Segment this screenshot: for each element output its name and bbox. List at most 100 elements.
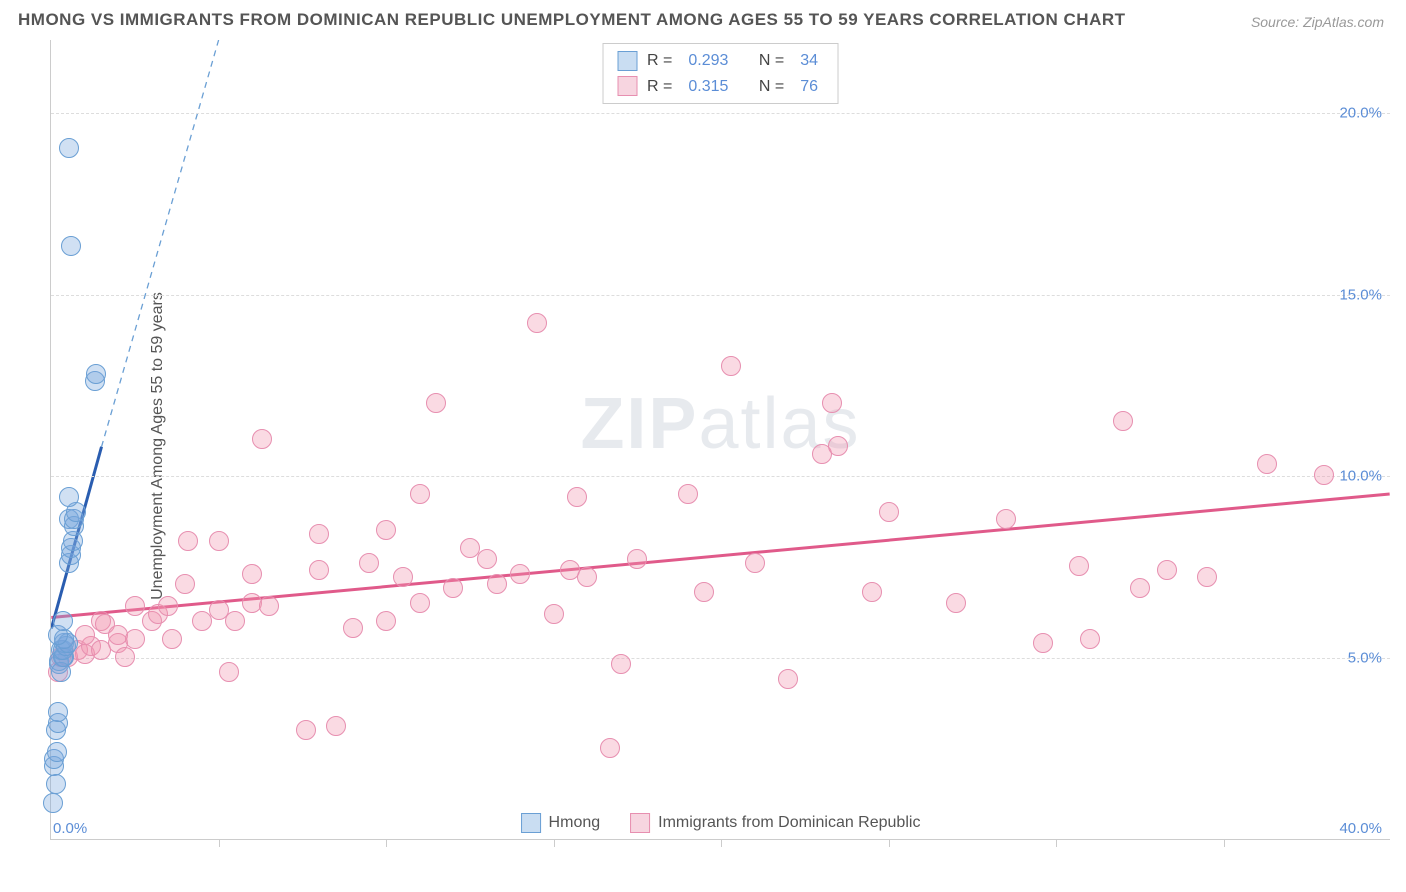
scatter-point-dominican: [252, 429, 272, 449]
r-value-dominican: 0.315: [688, 74, 728, 100]
watermark-bold: ZIP: [580, 384, 698, 464]
scatter-point-hmong: [61, 236, 81, 256]
scatter-point-hmong: [46, 774, 66, 794]
series-legend: Hmong Immigrants from Dominican Republic: [521, 813, 921, 833]
source-attribution: Source: ZipAtlas.com: [1251, 14, 1384, 30]
n-label: N =: [759, 74, 784, 100]
scatter-point-dominican: [426, 393, 446, 413]
r-label: R =: [647, 48, 672, 74]
scatter-point-dominican: [1130, 578, 1150, 598]
scatter-point-dominican: [862, 582, 882, 602]
scatter-point-dominican: [178, 531, 198, 551]
gridline: [51, 658, 1390, 659]
scatter-point-dominican: [225, 611, 245, 631]
scatter-point-dominican: [946, 593, 966, 613]
x-max-label: 40.0%: [1339, 820, 1382, 837]
scatter-point-dominican: [162, 629, 182, 649]
scatter-point-dominican: [822, 393, 842, 413]
scatter-point-dominican: [828, 436, 848, 456]
x-tick: [554, 839, 555, 847]
scatter-point-dominican: [259, 596, 279, 616]
scatter-point-dominican: [410, 484, 430, 504]
r-value-hmong: 0.293: [688, 48, 728, 74]
swatch-dominican-icon: [617, 76, 637, 96]
scatter-point-dominican: [577, 567, 597, 587]
n-value-dominican: 76: [800, 74, 818, 100]
scatter-point-dominican: [996, 509, 1016, 529]
stats-row-dominican: R = 0.315 N = 76: [617, 74, 824, 100]
scatter-point-dominican: [477, 549, 497, 569]
scatter-point-dominican: [443, 578, 463, 598]
legend-label-dominican: Immigrants from Dominican Republic: [658, 814, 920, 832]
scatter-point-dominican: [487, 574, 507, 594]
y-tick-label: 5.0%: [1348, 650, 1382, 667]
scatter-point-dominican: [1069, 556, 1089, 576]
scatter-point-dominican: [393, 567, 413, 587]
stats-legend-box: R = 0.293 N = 34 R = 0.315 N = 76: [602, 43, 839, 104]
scatter-point-dominican: [544, 604, 564, 624]
scatter-point-hmong: [59, 487, 79, 507]
scatter-point-dominican: [678, 484, 698, 504]
scatter-point-dominican: [1314, 465, 1334, 485]
scatter-point-hmong: [47, 742, 67, 762]
legend-swatch-hmong-icon: [521, 813, 541, 833]
scatter-point-dominican: [510, 564, 530, 584]
scatter-point-dominican: [600, 738, 620, 758]
x-tick: [219, 839, 220, 847]
scatter-point-dominican: [1257, 454, 1277, 474]
scatter-point-dominican: [527, 313, 547, 333]
legend-label-hmong: Hmong: [549, 814, 601, 832]
n-value-hmong: 34: [800, 48, 818, 74]
x-tick: [1056, 839, 1057, 847]
scatter-point-dominican: [1113, 411, 1133, 431]
gridline: [51, 295, 1390, 296]
scatter-point-dominican: [343, 618, 363, 638]
scatter-point-dominican: [721, 356, 741, 376]
y-tick-label: 10.0%: [1339, 468, 1382, 485]
n-label: N =: [759, 48, 784, 74]
scatter-plot-area: ZIPatlas R = 0.293 N = 34 R = 0.315 N = …: [50, 40, 1390, 840]
gridline: [51, 113, 1390, 114]
x-tick: [1224, 839, 1225, 847]
chart-title: HMONG VS IMMIGRANTS FROM DOMINICAN REPUB…: [18, 10, 1126, 30]
scatter-point-dominican: [209, 531, 229, 551]
scatter-point-dominican: [125, 629, 145, 649]
scatter-point-hmong: [59, 138, 79, 158]
scatter-point-hmong: [53, 611, 73, 631]
scatter-point-hmong: [86, 364, 106, 384]
legend-item-hmong: Hmong: [521, 813, 601, 833]
scatter-point-dominican: [242, 564, 262, 584]
scatter-point-dominican: [175, 574, 195, 594]
y-tick-label: 15.0%: [1339, 286, 1382, 303]
r-label: R =: [647, 74, 672, 100]
scatter-point-hmong: [48, 702, 68, 722]
legend-item-dominican: Immigrants from Dominican Republic: [630, 813, 920, 833]
scatter-point-dominican: [1197, 567, 1217, 587]
scatter-point-dominican: [879, 502, 899, 522]
scatter-point-dominican: [376, 520, 396, 540]
scatter-point-dominican: [296, 720, 316, 740]
scatter-point-hmong: [43, 793, 63, 813]
scatter-point-dominican: [158, 596, 178, 616]
scatter-point-dominican: [567, 487, 587, 507]
y-tick-label: 20.0%: [1339, 104, 1382, 121]
scatter-point-dominican: [745, 553, 765, 573]
gridline: [51, 476, 1390, 477]
legend-swatch-dominican-icon: [630, 813, 650, 833]
scatter-point-dominican: [219, 662, 239, 682]
scatter-point-dominican: [309, 560, 329, 580]
stats-row-hmong: R = 0.293 N = 34: [617, 48, 824, 74]
scatter-point-dominican: [359, 553, 379, 573]
scatter-point-dominican: [410, 593, 430, 613]
scatter-point-dominican: [778, 669, 798, 689]
scatter-point-dominican: [627, 549, 647, 569]
x-tick: [386, 839, 387, 847]
scatter-point-dominican: [1080, 629, 1100, 649]
x-tick: [889, 839, 890, 847]
scatter-point-dominican: [694, 582, 714, 602]
scatter-point-dominican: [115, 647, 135, 667]
scatter-point-dominican: [611, 654, 631, 674]
scatter-point-dominican: [1157, 560, 1177, 580]
x-origin-label: 0.0%: [53, 820, 87, 837]
scatter-point-dominican: [376, 611, 396, 631]
